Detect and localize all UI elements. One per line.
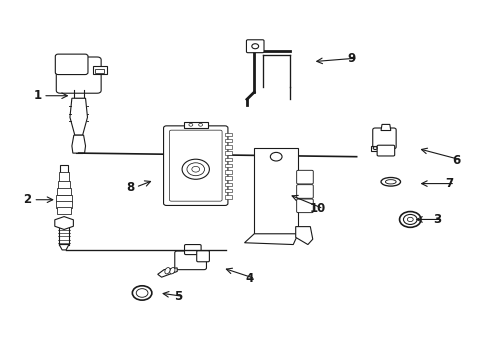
Bar <box>56 195 72 202</box>
Circle shape <box>182 159 209 179</box>
Bar <box>56 201 72 208</box>
Bar <box>93 66 107 74</box>
Ellipse shape <box>385 180 395 184</box>
Bar <box>59 172 69 182</box>
Bar <box>224 152 231 155</box>
FancyBboxPatch shape <box>163 126 227 206</box>
Text: 7: 7 <box>444 177 452 190</box>
Circle shape <box>270 152 282 161</box>
Text: 3: 3 <box>432 213 440 226</box>
Text: 4: 4 <box>245 272 253 285</box>
Text: 2: 2 <box>23 193 32 206</box>
Bar <box>224 170 231 174</box>
Bar <box>95 69 103 73</box>
Circle shape <box>186 163 204 176</box>
FancyBboxPatch shape <box>174 251 206 270</box>
Polygon shape <box>380 125 390 131</box>
Text: 1: 1 <box>33 89 41 102</box>
Polygon shape <box>244 234 298 244</box>
Bar <box>370 145 378 150</box>
Text: 10: 10 <box>309 202 325 215</box>
Text: 8: 8 <box>125 181 134 194</box>
Circle shape <box>399 212 420 227</box>
FancyBboxPatch shape <box>56 57 101 93</box>
Circle shape <box>198 123 202 126</box>
Ellipse shape <box>380 177 400 186</box>
Polygon shape <box>59 244 69 250</box>
Bar <box>57 188 71 195</box>
Ellipse shape <box>169 267 175 274</box>
Bar <box>224 189 231 192</box>
Text: 6: 6 <box>451 154 460 167</box>
Polygon shape <box>72 135 85 153</box>
Bar <box>57 207 71 214</box>
Circle shape <box>403 215 416 225</box>
Bar <box>254 148 298 234</box>
Bar <box>224 133 231 136</box>
Bar <box>60 165 68 173</box>
FancyBboxPatch shape <box>376 145 394 156</box>
FancyBboxPatch shape <box>246 40 264 53</box>
Polygon shape <box>295 226 312 244</box>
Bar <box>224 183 231 186</box>
Bar <box>224 164 231 167</box>
Circle shape <box>407 217 412 222</box>
Text: 9: 9 <box>347 51 355 64</box>
Bar <box>224 176 231 180</box>
Bar <box>224 158 231 161</box>
FancyBboxPatch shape <box>184 244 201 255</box>
FancyBboxPatch shape <box>169 130 222 201</box>
FancyBboxPatch shape <box>55 54 88 75</box>
Text: 5: 5 <box>174 290 183 303</box>
Bar <box>58 181 70 189</box>
FancyBboxPatch shape <box>196 251 209 262</box>
Ellipse shape <box>164 267 170 274</box>
FancyBboxPatch shape <box>372 128 395 149</box>
Bar <box>224 145 231 149</box>
Polygon shape <box>70 98 87 135</box>
Circle shape <box>191 166 199 172</box>
Circle shape <box>132 286 152 300</box>
Bar <box>224 195 231 199</box>
Bar <box>224 139 231 143</box>
Polygon shape <box>55 217 73 229</box>
FancyBboxPatch shape <box>296 170 313 184</box>
Circle shape <box>251 44 258 49</box>
Polygon shape <box>158 268 177 277</box>
Bar <box>183 122 207 128</box>
Circle shape <box>188 123 192 126</box>
Circle shape <box>372 147 376 149</box>
Circle shape <box>136 289 148 297</box>
FancyBboxPatch shape <box>296 199 313 213</box>
FancyBboxPatch shape <box>296 185 313 198</box>
